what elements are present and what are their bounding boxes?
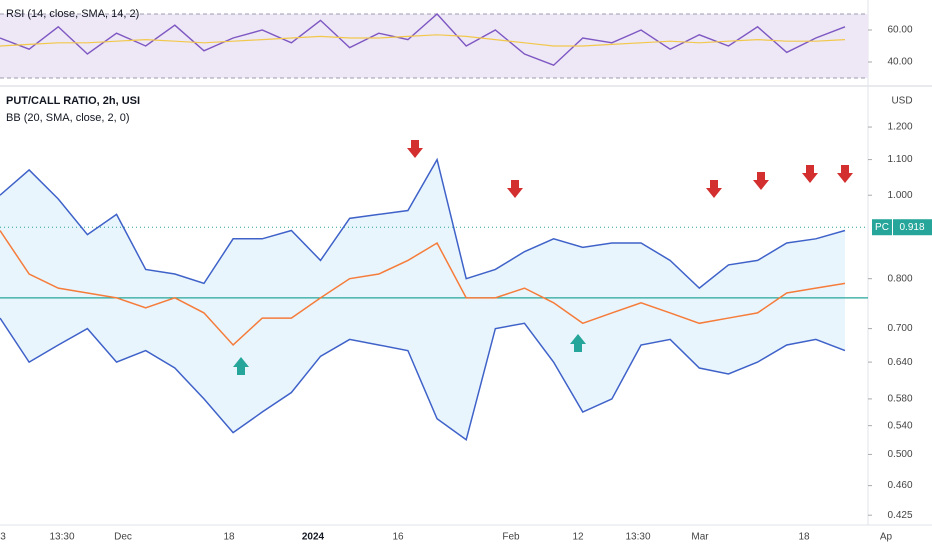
y-tick-label: 0.700 [887, 323, 912, 334]
x-tick-label: 18 [798, 532, 810, 543]
band-fill [0, 159, 845, 440]
last-value-label: 0.918 [899, 222, 924, 233]
symbol-tag [872, 219, 892, 236]
symbol-tag-text: PC [875, 222, 889, 233]
bb-line [0, 317, 846, 442]
x-tick-label: 13:30 [49, 532, 74, 543]
x-tick-label: 18 [223, 532, 235, 543]
x-tick-label: Ap [880, 532, 893, 543]
rsi-pane: 60.00 40.00 [0, 13, 913, 79]
y-tick-label: 1.100 [887, 154, 912, 165]
x-tick-label: 3 [0, 532, 6, 543]
y-tick-label: 0.460 [887, 480, 912, 491]
y-tick-label: 0.500 [887, 449, 912, 460]
rsi-band [0, 14, 868, 78]
x-tick-label: Dec [114, 532, 132, 543]
sell-arrow [753, 172, 769, 190]
main-pane: 1.200 1.100 1.000 0.800 0.700 0.640 0.580 0.540… [0, 122, 932, 543]
sell-arrow [802, 165, 818, 183]
sell-arrow [706, 180, 722, 198]
rsi-title: RSI (14, close, SMA, 14, 2) [6, 8, 139, 20]
x-tick-label: 16 [392, 532, 404, 543]
x-tick-label: Feb [502, 532, 520, 543]
y-tick-label: 1.200 [887, 122, 912, 133]
indicator-title: BB (20, SMA, close, 2, 0) [6, 112, 130, 124]
buy-arrow [570, 334, 586, 352]
bb-line [0, 230, 846, 347]
sell-arrow [407, 140, 423, 158]
y-tick-label: 0.640 [887, 357, 912, 368]
sell-arrow [837, 165, 853, 183]
sell-arrow [507, 180, 523, 198]
rsi-line [0, 34, 846, 47]
bb-line [0, 157, 846, 290]
y-tick-label: 0.425 [887, 510, 912, 521]
y-tick-label: 0.540 [887, 420, 912, 431]
x-tick-label: 12 [572, 532, 584, 543]
rsi-line [0, 13, 846, 67]
buy-arrow [233, 357, 249, 375]
y-tick-label: 40.00 [887, 57, 912, 68]
y-tick-label: 0.580 [887, 394, 912, 405]
chart-title: PUT/CALL RATIO, 2h, USI [6, 95, 140, 107]
x-tick-label: 2024 [302, 532, 325, 543]
last-value-tag [893, 219, 932, 236]
currency: USD [891, 96, 912, 107]
y-tick-label: 1.000 [887, 190, 912, 201]
y-tick-label: 60.00 [887, 25, 912, 36]
y-tick-label: 0.800 [887, 273, 912, 284]
x-tick-label: Mar [691, 532, 709, 543]
x-tick-label: 13:30 [625, 532, 650, 543]
